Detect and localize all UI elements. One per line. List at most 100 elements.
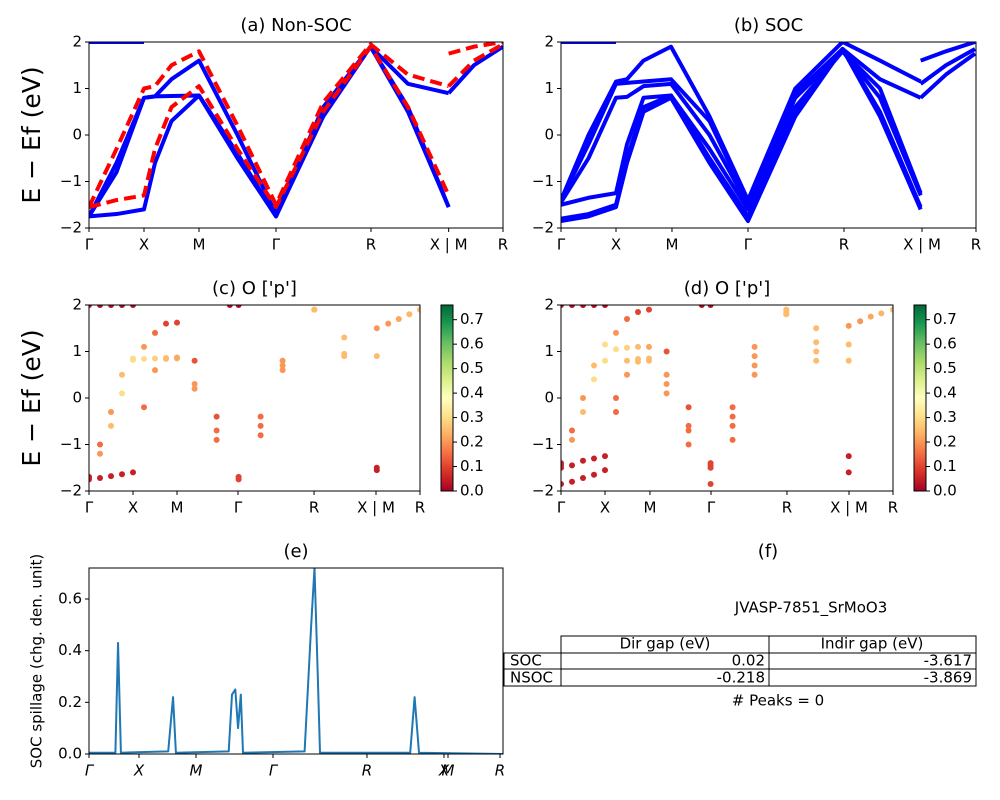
projection-point <box>89 474 92 481</box>
colorbar-tick-label: 0.4 <box>933 384 957 402</box>
panel-title: (c) O ['p'] <box>212 278 297 299</box>
y-tick-label: 0 <box>544 389 554 407</box>
y-tick-label: −1 <box>532 435 554 453</box>
projection-point <box>634 355 641 362</box>
y-tick-label: 1 <box>544 79 554 97</box>
projection-point <box>601 305 608 308</box>
x-tick-label: R <box>362 762 372 780</box>
projection-point <box>279 362 286 369</box>
x-tick-label: Γ <box>269 762 279 780</box>
y-tick-label: 2 <box>72 33 82 51</box>
y-tick-label: −2 <box>532 482 554 500</box>
projection-point <box>612 395 619 401</box>
projection-point <box>141 343 148 350</box>
x-tick-label: X | M <box>430 236 468 254</box>
x-tick-label: M <box>666 236 679 254</box>
x-tick-label: X <box>611 236 621 254</box>
projection-point <box>119 371 126 378</box>
projection-point <box>663 390 670 397</box>
x-tick-label: Γ <box>272 236 281 254</box>
x-tick-label: Γ <box>85 762 95 780</box>
projection-point <box>707 305 714 308</box>
projection-point <box>579 474 586 481</box>
projection-point <box>590 362 597 369</box>
projection-point <box>279 367 286 374</box>
projection-point <box>623 357 630 364</box>
x-tick-label: M <box>442 762 455 780</box>
y-tick-label: −1 <box>532 172 554 190</box>
projection-point <box>845 357 852 364</box>
x-tick-label: Γ <box>557 236 566 254</box>
panel: (e) SOC spillage (chg. den. unit) 0.0 0.2 0.… <box>28 541 506 780</box>
projection-point <box>590 455 597 462</box>
x-tick-label: Γ <box>557 499 566 517</box>
projection-point <box>89 305 92 308</box>
y-tick-label: 0.0 <box>58 745 82 763</box>
projection-point <box>568 462 575 469</box>
axes-frame <box>560 304 894 492</box>
band-line <box>561 46 922 205</box>
projection-point <box>751 353 758 360</box>
projection-point <box>108 305 115 308</box>
colorbar-tick-label: 0.3 <box>933 408 957 426</box>
band-line <box>89 44 450 218</box>
projection-point <box>108 408 115 415</box>
projection-point <box>119 471 126 478</box>
projection-point <box>645 355 652 362</box>
projection-point <box>729 413 736 420</box>
x-tick-label: R <box>971 236 981 254</box>
projection-point <box>130 355 137 362</box>
band-line <box>561 42 922 203</box>
projection-point <box>97 305 104 308</box>
projection-point <box>97 450 104 457</box>
projection-point <box>561 305 564 308</box>
y-tick-label: 2 <box>544 33 554 51</box>
projection-point <box>257 432 264 439</box>
band-line <box>447 42 503 88</box>
projection-point <box>890 306 893 313</box>
cell: -3.869 <box>924 669 972 687</box>
colorbar-tick-label: 0.6 <box>933 335 957 353</box>
projection-point <box>213 413 220 420</box>
cell: -0.218 <box>717 669 765 687</box>
projection-point <box>645 343 652 350</box>
panel: (a) Non-SOC E − Ef (eV) −2 −1 0 1 2 Γ X M Γ R X | M R <box>17 15 508 254</box>
band-line <box>919 42 976 63</box>
colorbar-tick-label: 0.0 <box>933 482 957 500</box>
x-tick-label: Γ <box>234 499 243 517</box>
x-tick-label: Γ <box>85 236 94 254</box>
projection-point <box>97 474 104 481</box>
band-line <box>89 568 503 754</box>
x-tick-label: X | M <box>903 236 941 254</box>
projection-point <box>119 305 126 308</box>
projection-point <box>561 481 564 488</box>
projection-point <box>235 305 242 308</box>
projection-point <box>130 469 137 476</box>
band-line <box>448 42 503 56</box>
axes-frame <box>560 41 977 229</box>
table-panel: (f) JVASP-7851_SrMoO3 Dir gap (eV) Indir… <box>503 541 977 710</box>
y-tick-label: 0.2 <box>58 693 82 711</box>
projection-point <box>707 460 714 467</box>
projection-point <box>813 339 820 346</box>
projection-point <box>213 427 220 434</box>
x-tick-label: X | M <box>830 499 868 517</box>
projection-point <box>612 346 619 353</box>
projection-point <box>417 306 420 313</box>
panel-title: (d) O ['p'] <box>684 278 770 299</box>
band-line <box>561 49 923 207</box>
projection-point <box>152 355 159 362</box>
x-tick-label: R <box>309 499 319 517</box>
projection-point <box>395 315 402 322</box>
projection-point <box>685 441 692 448</box>
axes-frame <box>88 304 421 492</box>
plot-area <box>561 305 893 488</box>
table-footer: # Peaks = 0 <box>732 692 824 710</box>
colorbar-tick-label: 0.4 <box>460 384 484 402</box>
projection-point <box>685 422 692 429</box>
projection-point <box>685 404 692 411</box>
projection-point <box>561 460 564 467</box>
band-line <box>447 44 503 95</box>
y-tick-label: 1 <box>544 342 554 360</box>
projection-point <box>612 408 619 415</box>
